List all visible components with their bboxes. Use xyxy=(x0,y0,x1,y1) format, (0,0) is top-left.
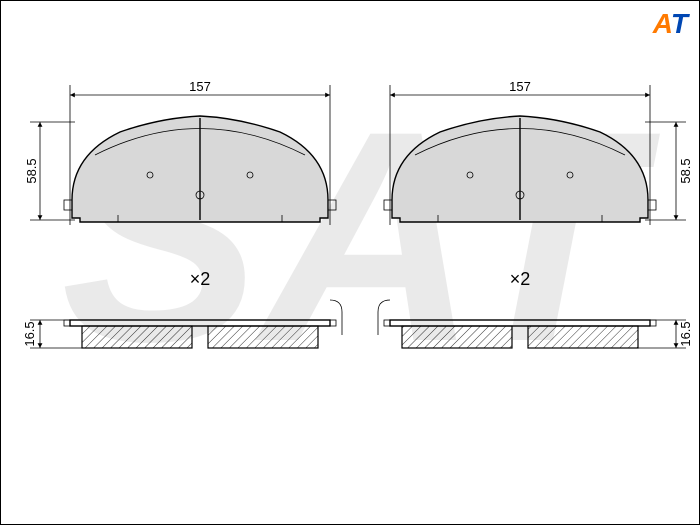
pad-left-front: 157 58.5 xyxy=(24,79,336,225)
pad-right-side-height: 16.5 xyxy=(678,321,693,346)
pad-right-side: 16.5 xyxy=(378,300,693,348)
pad-left-height-label: 58.5 xyxy=(24,158,39,183)
logo-letter-t: T xyxy=(671,8,688,39)
diagram-svg: SAT 157 58.5 157 xyxy=(0,0,700,525)
pad-left-side-height: 16.5 xyxy=(22,321,37,346)
pad-left-width-label: 157 xyxy=(189,79,211,94)
pad-right-qty: ×2 xyxy=(510,269,531,289)
watermark: SAT xyxy=(61,68,662,404)
pad-right-width-label: 157 xyxy=(509,79,531,94)
pad-right-height-label: 58.5 xyxy=(678,158,693,183)
logo-letter-a: A xyxy=(653,8,671,39)
pad-left-side: 16.5 xyxy=(22,300,342,348)
svg-text:SAT: SAT xyxy=(61,68,662,404)
pad-left-qty: ×2 xyxy=(190,269,211,289)
brand-logo: AT xyxy=(653,8,688,40)
pad-right-front: 157 58.5 xyxy=(384,79,693,225)
